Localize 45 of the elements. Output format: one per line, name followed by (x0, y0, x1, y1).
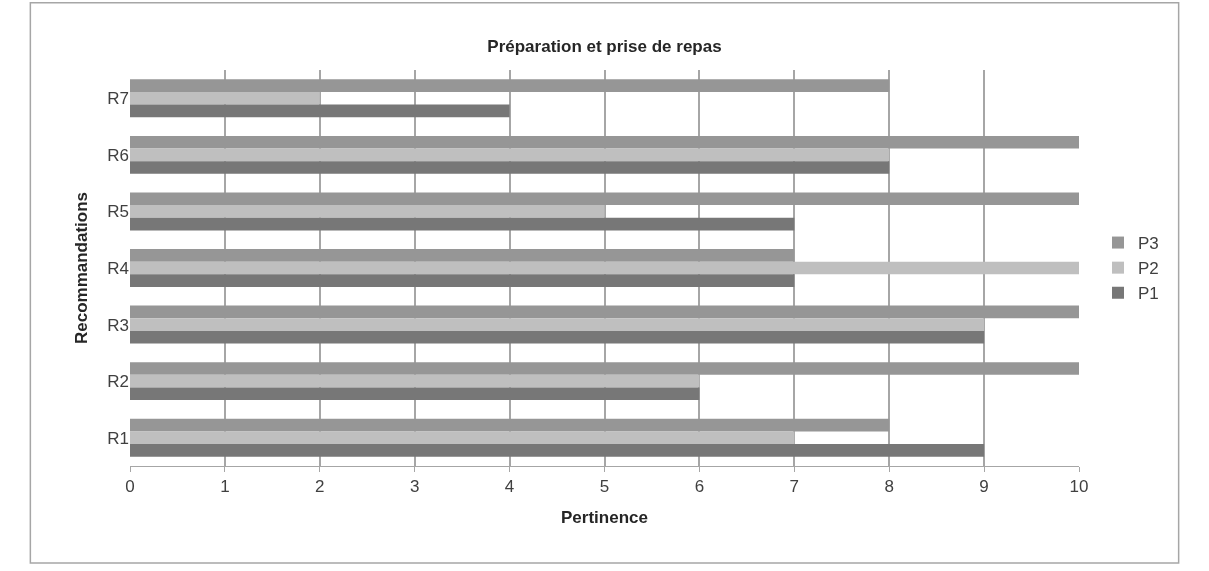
bar (130, 135, 1079, 149)
y-tick-label: R6 (107, 145, 129, 165)
y-tick-label: R1 (107, 428, 129, 448)
x-tick-label: 4 (504, 477, 515, 497)
bar (130, 318, 985, 331)
bar (130, 431, 795, 445)
x-tick-label: 9 (979, 477, 989, 497)
y-tick-label: R7 (107, 89, 129, 109)
bar (130, 261, 1079, 275)
bar (130, 148, 890, 162)
bar (130, 91, 320, 105)
legend-label: P3 (1137, 234, 1159, 254)
bar (130, 192, 1079, 206)
legend-label: P2 (1137, 259, 1159, 279)
legend-label: P1 (1137, 284, 1159, 304)
x-tick-label: 1 (220, 477, 230, 497)
x-tick-label: 2 (315, 477, 325, 497)
bar (130, 305, 1079, 319)
bar (130, 374, 700, 388)
bar (130, 104, 510, 118)
x-tick-label: 6 (694, 477, 705, 497)
bar (130, 79, 890, 92)
bar (130, 444, 985, 457)
bar (130, 387, 700, 401)
bar (130, 330, 985, 344)
bar (130, 205, 605, 218)
x-tick-label: 7 (789, 477, 800, 497)
bar (130, 161, 890, 174)
x-tick-label: 3 (409, 477, 420, 497)
x-tick-label: 5 (599, 477, 610, 497)
y-tick-label: R3 (107, 315, 129, 335)
bar (130, 362, 1079, 375)
bar (130, 249, 795, 262)
bar (130, 217, 795, 231)
y-tick-label: R2 (107, 372, 129, 392)
x-tick-label: 8 (884, 477, 894, 497)
x-tick-label: 0 (125, 477, 135, 497)
x-tick-label: 10 (1069, 477, 1089, 497)
bar (130, 418, 890, 432)
bar (130, 274, 795, 287)
chart-title: Préparation et prise de repas (487, 36, 722, 56)
y-tick-label: R5 (107, 202, 129, 222)
x-axis-title: Pertinence (561, 507, 648, 527)
y-tick-label: R4 (107, 258, 129, 278)
y-axis-title: Recommandations (71, 191, 91, 345)
